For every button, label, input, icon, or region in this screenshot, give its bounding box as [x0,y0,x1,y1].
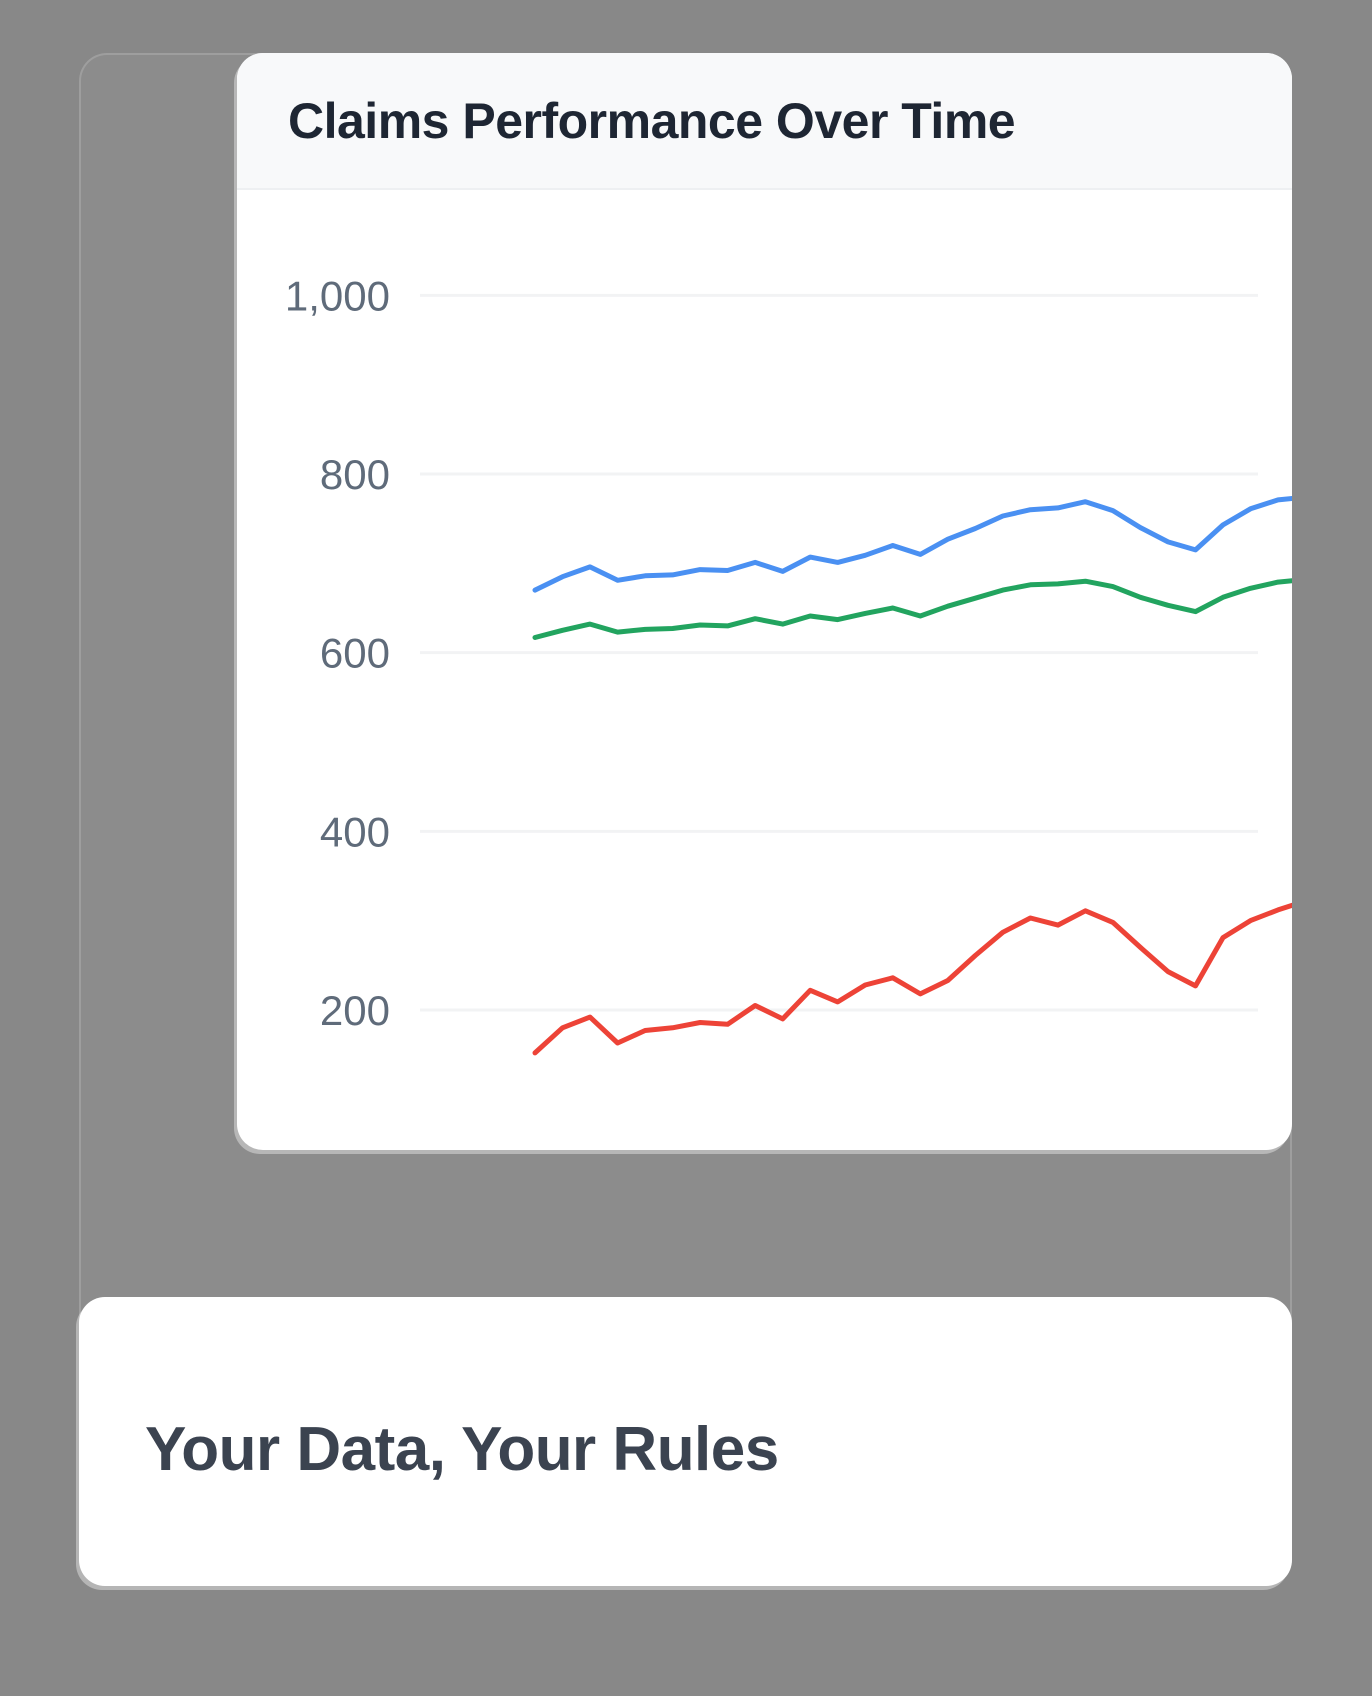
series-green-line [532,578,1292,640]
chart-card: 200 400 600 800 1,000 Claims Performance Ove… [237,53,1292,1150]
claims-line-chart: 200 400 600 800 1,000 [285,272,1292,1056]
y-axis-tick-label: 200 [320,987,390,1034]
y-axis-tick-label: 800 [320,451,390,498]
series-red-line [532,902,1292,1056]
y-axis-tick-label: 1,000 [285,272,390,319]
chart-header: Claims Performance Over Time [237,53,1292,190]
series-blue-line [532,496,1292,593]
headline-card: Your Data, Your Rules [79,1297,1292,1586]
y-axis-tick-label: 600 [320,630,390,677]
chart-title: Claims Performance Over Time [288,92,1016,149]
headline-text: Your Data, Your Rules [145,1415,779,1484]
y-axis-tick-label: 400 [320,808,390,855]
